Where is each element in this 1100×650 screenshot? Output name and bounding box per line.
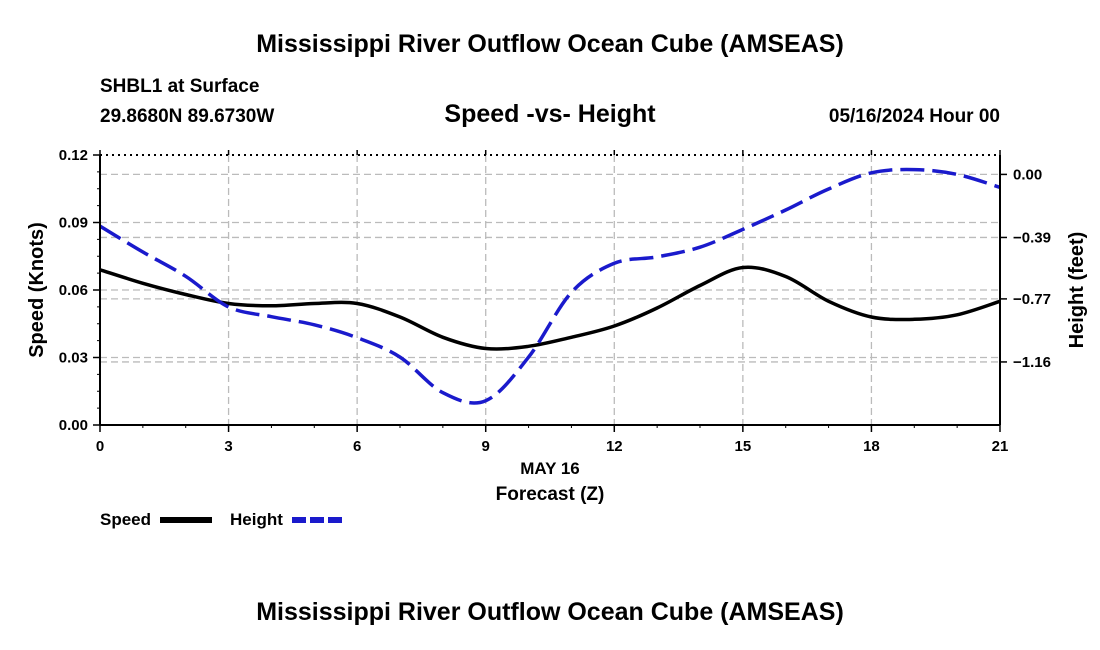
- y-right-tick-label: −0.77: [1013, 291, 1051, 308]
- y-right-tick-label: 0.00: [1013, 166, 1042, 183]
- date-label: 05/16/2024 Hour 00: [828, 106, 1000, 127]
- y-axis-right-label: Height (feet): [1066, 232, 1088, 349]
- y-left-tick-label: 0.12: [59, 147, 88, 164]
- x-tick-label: 3: [224, 438, 232, 455]
- grid-lines: [100, 155, 1000, 425]
- station-label: SHBL1 at Surface: [100, 76, 260, 97]
- speed-height-chart: 0 3 6 9 12 15 18 21 0.00 0.03 0.06 0.09 0.12 0.00 −0.3…: [26, 147, 1088, 529]
- y-left-tick-label: 0.03: [59, 350, 88, 367]
- y-left-tick-label: 0.09: [59, 215, 88, 232]
- x-tick-label: 15: [735, 438, 752, 455]
- x-tick-label: 9: [482, 438, 490, 455]
- y-axis-left-label: Speed (Knots): [26, 222, 48, 358]
- series-line-height: [99, 167, 1001, 405]
- x-tick-label: 6: [353, 438, 361, 455]
- series-lines: [99, 167, 1001, 405]
- axis-ticks: 0 3 6 9 12 15 18 21 0.00 0.03 0.06 0.09 0.12 0.00 −0.3…: [59, 147, 1051, 455]
- legend-speed-label: Speed: [100, 510, 151, 529]
- y-left-tick-label: 0.00: [59, 417, 88, 434]
- y-right-tick-label: −0.39: [1013, 229, 1051, 246]
- plot-frame: [99, 154, 1001, 426]
- x-tick-label: 0: [96, 438, 104, 455]
- y-left-tick-label: 0.06: [59, 282, 88, 299]
- series-line-speed: [99, 265, 1001, 351]
- footer-title: Mississippi River Outflow Ocean Cube (AM…: [256, 598, 844, 626]
- x-tick-label: 18: [863, 438, 880, 455]
- x-tick-label: 21: [992, 438, 1009, 455]
- legend: Speed Height: [100, 510, 342, 529]
- chart-subtitle: Speed -vs- Height: [444, 100, 656, 128]
- legend-height-label: Height: [230, 510, 283, 529]
- x-axis-date-label: MAY 16: [520, 459, 580, 478]
- x-axis-label: Forecast (Z): [496, 484, 605, 505]
- location-label: 29.8680N 89.6730W: [100, 106, 275, 127]
- chart-title: Mississippi River Outflow Ocean Cube (AM…: [256, 30, 844, 58]
- x-tick-label: 12: [606, 438, 623, 455]
- y-right-tick-label: −1.16: [1013, 354, 1051, 371]
